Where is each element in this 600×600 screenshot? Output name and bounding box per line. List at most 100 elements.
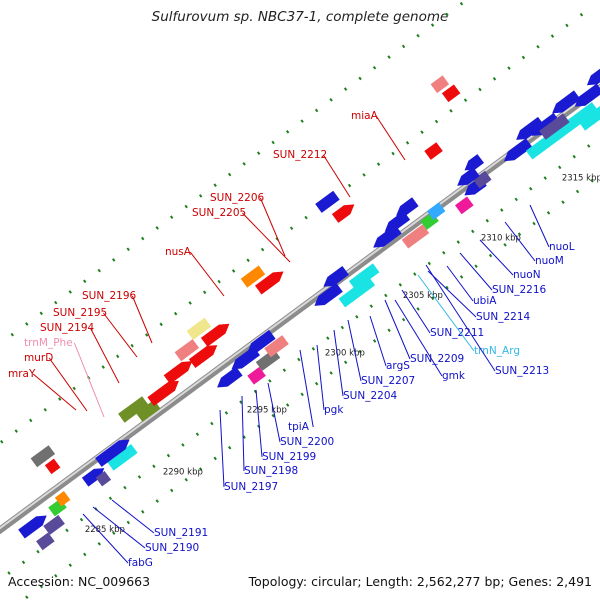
leader-line-sun_2199 bbox=[255, 389, 263, 458]
gene-feature-30 bbox=[348, 263, 380, 290]
gene-feature-0 bbox=[18, 515, 47, 539]
leader-line-sun_2191 bbox=[111, 499, 155, 534]
gene-label-sun_2194: SUN_2194 bbox=[40, 322, 94, 334]
gene-feature-5 bbox=[81, 468, 105, 487]
gene-feature-29 bbox=[338, 276, 376, 308]
gene-label-murd: murD bbox=[24, 352, 53, 364]
gene-feature-22 bbox=[247, 366, 266, 385]
gene-feature-46 bbox=[441, 84, 461, 103]
scale-label: 2300 kbp bbox=[325, 348, 365, 358]
gene-label-sun_2214: SUN_2214 bbox=[476, 311, 530, 323]
gene-feature-21 bbox=[247, 329, 276, 353]
gene-feature-51 bbox=[539, 113, 570, 140]
gene-label-sun_2205: SUN_2205 bbox=[192, 207, 246, 219]
gene-feature-4 bbox=[36, 532, 55, 551]
gene-feature-38 bbox=[426, 202, 446, 220]
gene-feature-48 bbox=[516, 116, 545, 140]
gene-feature-14 bbox=[163, 361, 193, 385]
gene-feature-7 bbox=[107, 444, 138, 471]
leader-line-sun_2197 bbox=[219, 409, 225, 488]
accession-text: Accession: NC_009663 bbox=[8, 574, 151, 589]
gene-feature-43 bbox=[457, 167, 480, 186]
gene-label-gmk: gmk bbox=[442, 370, 466, 382]
leader-line-sun_2214 bbox=[427, 270, 477, 318]
gene-feature-54 bbox=[574, 83, 600, 107]
gene-feature-32 bbox=[331, 204, 355, 223]
gene-feature-36 bbox=[401, 224, 430, 249]
gene-feature-40 bbox=[455, 196, 474, 215]
gene-feature-19 bbox=[217, 366, 243, 388]
leader-line-tpia bbox=[299, 349, 314, 428]
leader-line-sun_2205 bbox=[242, 212, 291, 263]
gene-feature-15 bbox=[174, 339, 200, 362]
gene-feature-11 bbox=[118, 396, 149, 423]
gene-feature-18 bbox=[200, 323, 230, 347]
scale-label: 2310 kbp bbox=[481, 233, 521, 243]
gene-label-nuon: nuoN bbox=[513, 269, 541, 281]
gene-label-nuom: nuoM bbox=[535, 255, 564, 267]
leader-line-nuon bbox=[479, 239, 514, 276]
leader-line-sun_2211 bbox=[401, 289, 431, 334]
gene-label-args: argS bbox=[386, 360, 410, 372]
topology-text: Topology: circular; Length: 2,562,277 bp… bbox=[248, 574, 592, 589]
gene-feature-24 bbox=[264, 335, 289, 358]
gene-feature-27 bbox=[314, 282, 343, 306]
leader-line-nusa bbox=[189, 251, 225, 297]
leader-line-args bbox=[369, 315, 387, 367]
gene-feature-45 bbox=[430, 75, 450, 94]
gene-label-fabg: fabG bbox=[128, 557, 153, 569]
leader-line-sun_2198 bbox=[241, 395, 245, 472]
gene-label-trnn_arg: trnN_Arg bbox=[474, 345, 520, 357]
gene-feature-47 bbox=[504, 138, 533, 162]
gene-label-tpia: tpiA bbox=[288, 421, 310, 433]
scale-label: 2315 kbp bbox=[562, 174, 600, 184]
tick-track-outer-far bbox=[0, 0, 470, 346]
gene-feature-10 bbox=[44, 458, 61, 475]
leader-line-sun_2196 bbox=[131, 295, 153, 344]
gene-feature-28 bbox=[323, 266, 349, 287]
leader-line-sun_2213 bbox=[425, 264, 496, 372]
gene-feature-13 bbox=[147, 380, 179, 406]
gene-feature-39 bbox=[424, 142, 443, 160]
leader-line-sun_2212 bbox=[322, 154, 351, 198]
gene-feature-1 bbox=[43, 515, 65, 535]
gene-feature-49 bbox=[531, 112, 561, 136]
gene-label-sun_2211: SUN_2211 bbox=[430, 327, 484, 339]
leader-line-sun_2207 bbox=[347, 319, 362, 382]
scale-label: 2285 kbp bbox=[85, 525, 125, 535]
gene-label-sun_2200: SUN_2200 bbox=[280, 436, 334, 448]
gene-feature-52 bbox=[552, 90, 581, 114]
leader-line-nuom bbox=[504, 221, 536, 262]
gene-label-sun_2195: SUN_2195 bbox=[53, 307, 107, 319]
leader-line-sun_2216 bbox=[459, 252, 493, 291]
gene-label-sun_2209: SUN_2209 bbox=[410, 353, 464, 365]
leader-line-sun_2194 bbox=[89, 327, 120, 384]
leader-line-pgk bbox=[316, 344, 325, 411]
gene-label-sun_2216: SUN_2216 bbox=[492, 284, 546, 296]
gene-label-pgk: pgk bbox=[324, 404, 344, 416]
leader-line-mray bbox=[32, 373, 77, 411]
leader-line-sun_2206 bbox=[259, 197, 286, 257]
gene-label-miaa: miaA bbox=[351, 110, 379, 122]
gene-feature-25 bbox=[240, 265, 266, 288]
leader-line-trnm_phe bbox=[73, 342, 105, 418]
gene-label-sun_2191: SUN_2191 bbox=[154, 527, 208, 539]
leader-line-sun_2200 bbox=[267, 382, 281, 443]
leader-line-miaa bbox=[375, 115, 406, 161]
gene-label-nusa: nusA bbox=[165, 246, 192, 258]
gene-label-sun_2197: SUN_2197 bbox=[224, 481, 278, 493]
gene-feature-35 bbox=[396, 197, 419, 216]
scale-label: 2295 kbp bbox=[247, 406, 287, 416]
leader-line-nuol bbox=[529, 204, 550, 248]
scale-label: 2290 kbp bbox=[163, 468, 203, 478]
gene-feature-42 bbox=[473, 170, 492, 189]
leader-line-ubia bbox=[446, 265, 474, 302]
gene-feature-34 bbox=[384, 210, 411, 232]
figure-title: Sulfurovum sp. NBC37-1, complete genome bbox=[151, 9, 449, 25]
gene-label-sun_2206: SUN_2206 bbox=[210, 192, 264, 204]
gene-feature-16 bbox=[186, 317, 212, 340]
leader-line-sun_2209 bbox=[384, 299, 411, 360]
leader-line-murd bbox=[48, 357, 88, 412]
leader-line-sun_2190 bbox=[92, 506, 146, 549]
